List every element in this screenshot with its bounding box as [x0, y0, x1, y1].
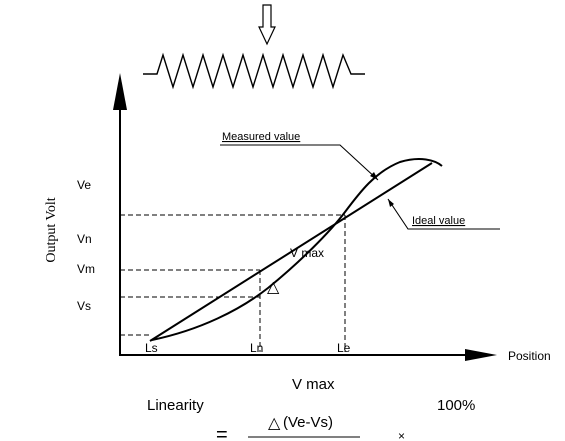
- vmax-label: V max: [290, 246, 324, 260]
- y-tick-vs: Vs: [77, 299, 91, 313]
- y-tick-vm: Vm: [77, 262, 95, 276]
- measured-value-label: Measured value: [222, 131, 300, 143]
- formula-numerator: V max: [292, 376, 335, 393]
- down-arrow-icon: [258, 4, 276, 46]
- y-axis-label: Output Volt: [44, 197, 59, 262]
- y-axis-arrow-icon: [113, 73, 127, 110]
- x-axis-label: Position: [508, 349, 551, 363]
- ideal-leader: [387, 198, 500, 230]
- x-axis-arrow-icon: [465, 349, 497, 361]
- measured-value-curve: [151, 158, 443, 341]
- resistor-icon: [143, 52, 365, 90]
- x-tick-le: Le: [337, 341, 351, 355]
- formula-linearity: Linearity: [147, 397, 204, 414]
- formula-delta: △: [268, 415, 281, 432]
- x-tick-ls: Ls: [145, 341, 158, 355]
- delta-symbol: △: [267, 279, 280, 296]
- y-tick-vn: Vn: [77, 232, 92, 246]
- formula-times: ×: [398, 429, 405, 441]
- y-tick-ve: Ve: [77, 178, 91, 192]
- formula-equals: =: [216, 424, 228, 441]
- formula-denominator: (Ve-Vs): [283, 414, 333, 431]
- measured-leader: [220, 144, 379, 181]
- formula-percent: 100%: [437, 397, 475, 414]
- ideal-leader-arrow-icon: [388, 199, 394, 207]
- dashed-guides: [120, 214, 346, 352]
- ideal-value-label: Ideal value: [412, 215, 465, 227]
- ideal-value-line: [149, 162, 433, 342]
- measured-leader-arrow-icon: [370, 172, 378, 180]
- x-tick-ln: Ln: [250, 341, 263, 355]
